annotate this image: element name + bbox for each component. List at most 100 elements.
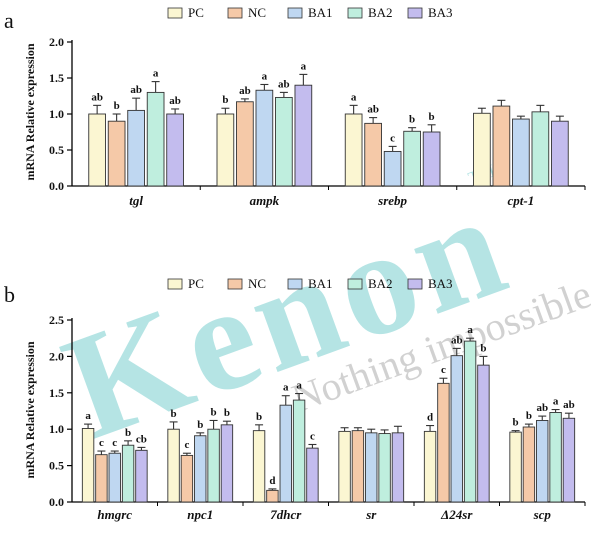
bar [166, 113, 184, 187]
legend-label: BA3 [428, 276, 453, 291]
bar [107, 120, 126, 187]
category-label: npc1 [187, 507, 213, 522]
bar [194, 435, 207, 503]
bar [512, 118, 530, 187]
legend-swatch [167, 7, 183, 19]
bar [306, 447, 319, 503]
category-label: scp [533, 507, 552, 522]
panel-label: a [4, 8, 14, 33]
category-label: Δ24sr [440, 507, 473, 522]
bar [423, 430, 437, 503]
bar [365, 432, 378, 503]
bar [450, 355, 463, 503]
bar [338, 430, 351, 503]
bar [294, 84, 313, 187]
significance-label: b [114, 100, 120, 112]
significance-label: ab [278, 78, 290, 90]
significance-label: cb [136, 433, 147, 445]
bar [236, 101, 254, 187]
legend-label: BA3 [428, 5, 453, 20]
panel-label: b [4, 282, 15, 307]
y-tick-label: 1.0 [49, 422, 64, 436]
significance-label: b [125, 427, 131, 439]
significance-label: a [351, 91, 357, 103]
bar [216, 113, 235, 187]
bar [121, 444, 135, 503]
y-tick-label: 1.5 [49, 386, 64, 400]
legend-swatch [347, 7, 363, 19]
significance-label: d [427, 412, 433, 424]
bar [351, 430, 365, 503]
legend-swatch [407, 7, 423, 19]
bar [536, 420, 549, 503]
bar [88, 113, 106, 187]
bar [549, 412, 562, 503]
bar [180, 454, 194, 503]
significance-label: b [526, 410, 532, 422]
y-axis-label: mRNA Relative expression [23, 341, 37, 478]
legend-swatch [287, 278, 303, 290]
bar [95, 454, 108, 503]
legend-label: PC [188, 276, 204, 291]
bar [437, 382, 450, 503]
significance-label: a [283, 382, 289, 394]
bar [509, 431, 522, 503]
bar [266, 489, 279, 503]
significance-label: c [112, 437, 117, 449]
y-tick-label: 0.5 [49, 143, 64, 157]
bar [403, 130, 421, 187]
bar [344, 113, 363, 187]
bar [279, 404, 292, 503]
significance-label: c [184, 439, 189, 451]
bar [463, 340, 477, 503]
category-label: cpt-1 [508, 193, 535, 208]
significance-label: ab [91, 91, 103, 103]
bar [383, 150, 402, 187]
bar [364, 122, 382, 187]
bar [127, 109, 145, 187]
bar [378, 433, 391, 503]
significance-label: ab [451, 334, 463, 346]
significance-label: a [553, 396, 559, 408]
bar [108, 452, 121, 503]
bar [292, 399, 306, 503]
legend-swatch [407, 278, 423, 290]
significance-label: a [296, 380, 302, 392]
y-tick-label: 0.0 [49, 179, 64, 193]
significance-label: b [480, 342, 486, 354]
bar [522, 426, 536, 503]
category-label: 7dhcr [270, 507, 302, 522]
bar [562, 417, 576, 503]
significance-label: ab [130, 84, 142, 96]
bar [255, 89, 274, 187]
legend-label: NC [248, 276, 266, 291]
significance-label: ab [367, 104, 379, 116]
panel-a: a PC NC BA1 BA2 BA3 mRNA Relative expression 0.… [4, 5, 586, 208]
bar [275, 96, 293, 187]
bar [146, 91, 165, 187]
significance-label: a [467, 324, 473, 336]
category-label: tgl [129, 193, 143, 208]
legend-swatch [287, 7, 303, 19]
bar [477, 364, 490, 503]
category-label: hmgrc [97, 507, 132, 522]
bar [551, 120, 569, 187]
bar [220, 424, 234, 503]
y-tick-label: 0.5 [49, 459, 64, 473]
y-tick-label: 0.0 [49, 495, 64, 509]
significance-label: a [85, 410, 91, 422]
bar [473, 112, 491, 187]
significance-label: ab [239, 85, 251, 97]
significance-label: b [409, 114, 415, 126]
category-label: sr [365, 507, 377, 522]
y-tick-label: 1.5 [49, 71, 64, 85]
y-tick-label: 2.0 [49, 35, 64, 49]
bar [135, 449, 148, 503]
category-label: srebp [377, 193, 407, 208]
bar [492, 105, 511, 187]
legend-label: BA1 [308, 5, 333, 20]
legend-label: BA2 [368, 5, 393, 20]
significance-label: b [171, 408, 177, 420]
legend-label: BA2 [368, 276, 393, 291]
